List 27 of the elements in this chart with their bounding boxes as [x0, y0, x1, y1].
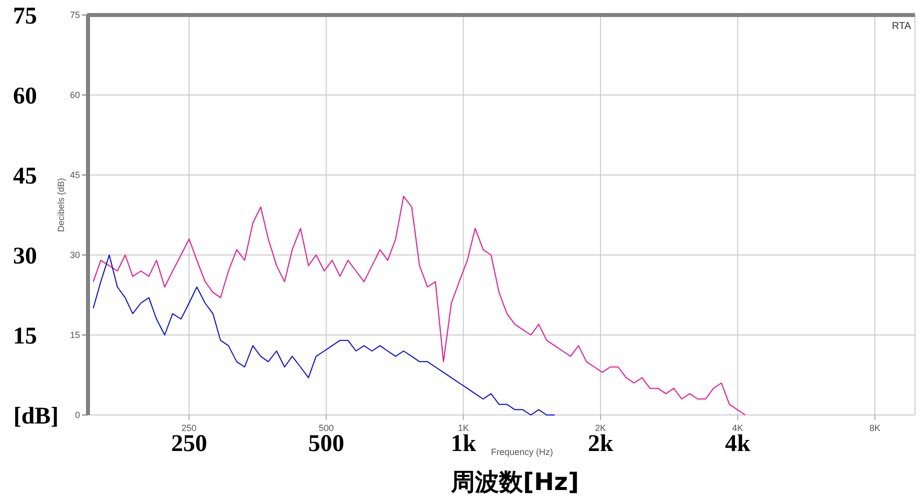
y2-tick-label: 15 — [13, 323, 37, 350]
x-tick-label: 8K — [869, 423, 880, 433]
x-tick-label: 2K — [595, 423, 606, 433]
y2-tick-label: 75 — [13, 3, 37, 30]
y2-tick-label: 45 — [13, 163, 37, 190]
text: 2k — [588, 431, 614, 457]
y-tick-label: 45 — [70, 170, 80, 180]
y-tick-label: 15 — [70, 330, 80, 340]
y-tick-label: 60 — [70, 90, 80, 100]
y-axis-title: Decibels (dB) — [56, 178, 66, 232]
y2-tick-label: 30 — [13, 243, 37, 270]
text: 4k — [725, 431, 752, 457]
line-series — [92, 254, 556, 416]
x-tick-label: 1K — [458, 423, 469, 433]
x-axis-title: Frequency (Hz) — [490, 447, 554, 457]
x-tick-label: 4K — [732, 423, 744, 433]
y-tick-label: 75 — [70, 10, 80, 20]
y-tick-label: 30 — [70, 250, 80, 260]
x-tick-label: 250 — [182, 423, 197, 433]
y-tick-label: 0 — [74, 410, 80, 420]
text: 周波数[Hz] — [450, 468, 579, 496]
text: 1k — [450, 431, 477, 457]
y2-tick-label: 60 — [13, 83, 37, 110]
x-tick-label: 500 — [318, 423, 334, 433]
y2-axis-title: [dB] — [13, 403, 59, 430]
text: RTA — [892, 21, 912, 32]
line-series — [92, 196, 746, 416]
